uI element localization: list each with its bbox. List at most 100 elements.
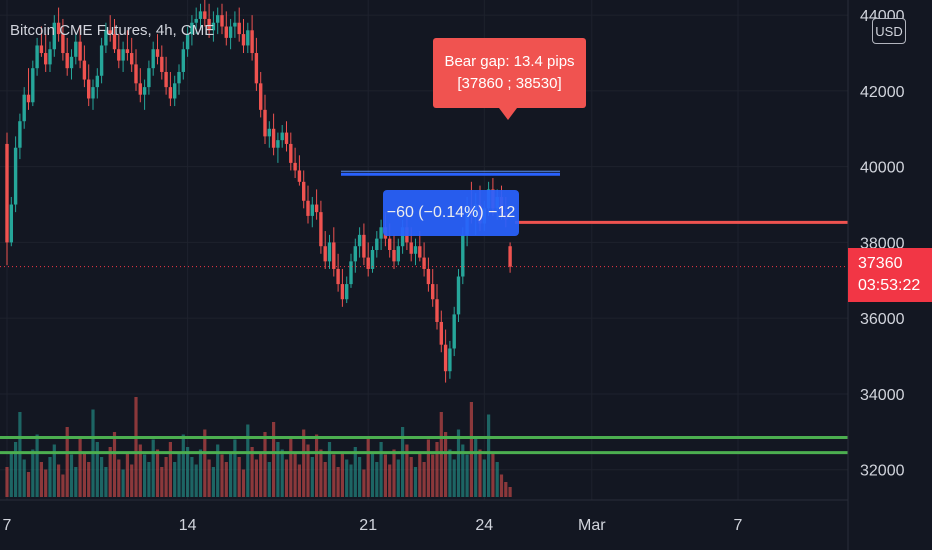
candle-body: [259, 83, 263, 110]
candle-body: [155, 49, 160, 57]
candle-body: [220, 15, 224, 27]
candle: [508, 242, 512, 273]
volume-bar: [241, 469, 246, 497]
candle: [267, 121, 271, 148]
volume-bar: [211, 467, 215, 497]
volume-bar: [100, 457, 104, 497]
candle: [246, 22, 250, 54]
candle-body: [250, 30, 254, 54]
candle: [413, 238, 418, 266]
candle-body: [353, 246, 357, 262]
price-tick-label: 36000: [860, 311, 905, 328]
candle: [366, 242, 370, 277]
candle-body: [310, 204, 314, 216]
volume-bar: [74, 467, 78, 497]
candle-body: [396, 246, 400, 262]
volume-bar: [117, 459, 121, 497]
candle-body: [267, 128, 271, 137]
candle: [9, 196, 13, 247]
volume-bar: [487, 414, 491, 497]
candle: [345, 276, 349, 304]
candle: [431, 268, 435, 307]
candle-body: [409, 242, 413, 254]
time-tick-label: Mar: [578, 517, 606, 534]
candle: [117, 34, 121, 69]
volume-bar: [327, 442, 332, 497]
volume-bar: [448, 449, 452, 497]
volume-bar: [504, 482, 508, 497]
candle-body: [138, 83, 142, 95]
volume-bar: [461, 444, 465, 497]
currency-button[interactable]: USD: [872, 18, 906, 44]
volume-bar: [340, 452, 344, 497]
volume-bar: [121, 469, 125, 497]
candle: [39, 26, 44, 57]
volume-bar: [220, 454, 224, 497]
volume-bar: [254, 459, 258, 497]
volume-bar: [370, 452, 375, 497]
bear-gap-label[interactable]: Bear gap: 13.4 pips [37860 ; 38530]: [433, 38, 586, 120]
volume-bar: [104, 467, 108, 497]
volume-bar: [495, 462, 499, 497]
volume-bar: [22, 459, 26, 497]
candle: [185, 26, 190, 57]
candle-body: [370, 250, 375, 269]
candle-body: [271, 128, 276, 148]
volume-bar: [52, 444, 56, 497]
candle: [259, 71, 263, 118]
candle: [203, 0, 207, 27]
candle: [61, 18, 65, 61]
candle-body: [241, 34, 246, 46]
candle: [357, 227, 362, 258]
candle-body: [74, 41, 78, 57]
candle-body: [18, 121, 22, 148]
time-axis[interactable]: 7 14 21 24 Mar 7: [3, 517, 743, 534]
candle-body: [190, 22, 194, 35]
symbol-title[interactable]: Bitcoin CME Futures, 4h, CME: [10, 22, 215, 39]
candle-body: [134, 64, 138, 84]
candle: [422, 242, 426, 277]
volume-bar: [293, 452, 297, 497]
candle-body: [237, 22, 241, 35]
candle: [396, 238, 400, 266]
price-tick-label: 34000: [860, 387, 905, 404]
candle: [22, 87, 26, 129]
price-tick-label: 42000: [860, 84, 905, 101]
candle-body: [375, 238, 379, 250]
volume-bar: [413, 467, 418, 497]
volume-bar: [345, 459, 349, 497]
volume-bar: [392, 449, 396, 497]
drawn-levels[interactable]: [0, 170, 848, 268]
candle-body: [87, 79, 91, 99]
volume-bar: [353, 447, 357, 497]
candle-body: [117, 49, 121, 61]
candle: [181, 41, 185, 80]
volume-bar: [422, 462, 426, 497]
volume-bar: [65, 427, 69, 497]
candle-body: [82, 60, 87, 80]
candle-body: [142, 87, 147, 95]
candle-body: [13, 147, 18, 205]
candle: [87, 64, 91, 107]
volume-bar: [272, 422, 276, 497]
volume-bar: [69, 454, 74, 497]
candle: [289, 132, 293, 171]
volume-bar: [177, 452, 181, 497]
candle-body: [91, 87, 95, 99]
volume-bar: [465, 454, 469, 497]
volume-bar: [108, 447, 112, 497]
support-lines[interactable]: [0, 436, 848, 455]
time-tick-label: 7: [734, 517, 743, 534]
candle-body: [48, 49, 52, 65]
candle-body: [314, 204, 319, 213]
volume-bar: [426, 439, 430, 497]
volume-bar: [336, 467, 340, 497]
candle-body: [319, 212, 323, 247]
candle: [5, 132, 9, 266]
measure-label[interactable]: −60 (−0.14%) −12: [383, 190, 519, 236]
volume-bar: [396, 459, 400, 497]
time-tick-label: 14: [179, 517, 197, 534]
candle-body: [173, 83, 177, 99]
volume-bar: [134, 397, 138, 497]
